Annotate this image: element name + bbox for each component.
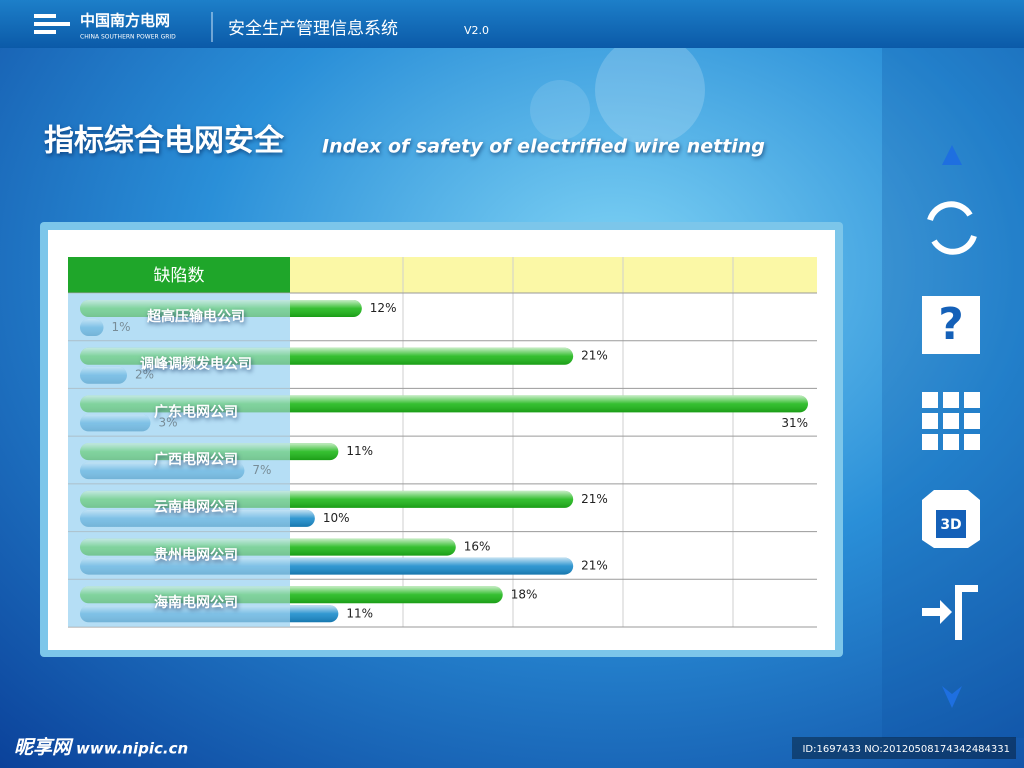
chart: 12%1%超高压输电公司21%2%调峰调频发电公司31%3%广东电网公司11%7… [68,257,817,628]
header-label: 缺陷数 [154,266,205,286]
value-label: 21% [581,559,608,573]
value-label: 31% [781,416,808,430]
category-label: 贵州电网公司 [154,546,238,563]
watermark-id: ID:1697433 NO:20120508174342484331 [802,744,1010,755]
help-button[interactable]: ? [922,296,980,354]
category-label: 广东电网公司 [154,403,238,420]
value-label: 11% [346,606,373,620]
logo-icon [34,14,70,34]
value-label: 10% [323,511,350,525]
label-overlay [68,436,290,484]
value-label: 11% [346,444,373,458]
value-label: 21% [581,492,608,506]
bokeh [530,80,590,140]
value-label: 16% [464,540,491,554]
header-cell [68,257,290,293]
label-overlay [68,483,290,532]
category-label: 海南电网公司 [154,594,238,611]
svg-text:?: ? [938,299,964,350]
exit-button[interactable] [922,585,978,640]
page-title-en: Index of safety of electrified wire nett… [322,136,765,158]
bokeh [595,35,705,145]
3d-button[interactable]: 3D [922,490,980,548]
value-label: 18% [511,587,538,601]
value-label: 12% [370,301,397,315]
label-overlay [68,340,290,389]
nav-up[interactable] [942,145,962,165]
version: V2.0 [464,24,489,37]
category-label: 广西电网公司 [154,451,238,468]
header-bar [0,0,1024,48]
nav-down[interactable] [942,686,962,708]
watermark-cn: 昵享网 [14,737,74,759]
refresh-button[interactable] [927,201,977,255]
label-overlay [68,579,290,627]
logo-cn: 中国南方电网 [80,12,170,30]
category-label: 调峰调频发电公司 [140,356,252,373]
grid-button[interactable] [922,392,980,450]
header-row [290,257,817,293]
category-label: 云南电网公司 [154,499,238,516]
id-bar [792,737,1016,759]
label-overlay [68,388,290,437]
logo-en: CHINA SOUTHERN POWER GRID [80,34,176,41]
value-label: 21% [581,349,608,363]
category-label: 超高压输电公司 [146,308,245,325]
page-title-cn: 指标综合电网安全 [44,124,285,159]
system-name: 安全生产管理信息系统 [228,19,398,39]
watermark-url: www.nipic.cn [76,740,188,758]
label-overlay [68,293,290,341]
label-overlay [68,531,290,580]
svg-text:3D: 3D [940,517,961,533]
